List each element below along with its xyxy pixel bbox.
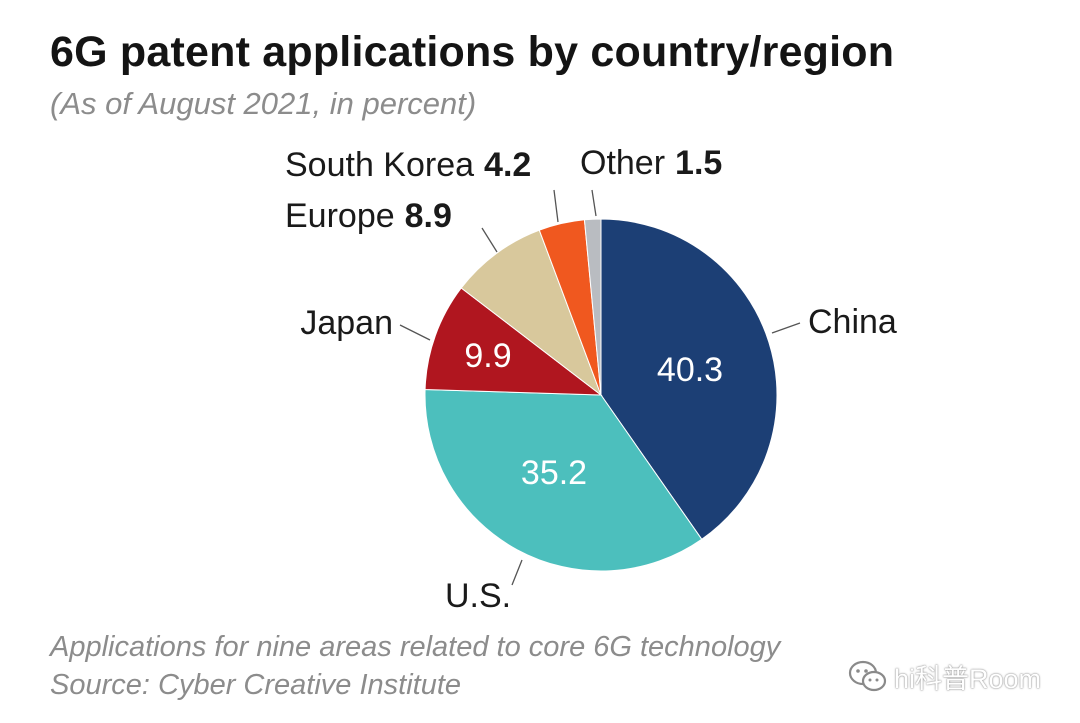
watermark-text: hi科普Room — [894, 664, 1042, 694]
leader-line-other — [591, 189, 597, 217]
chat-bubbles-icon — [848, 660, 887, 691]
leader-line-china — [771, 322, 801, 334]
pie-slices — [424, 218, 778, 572]
chart-footnote: Applications for nine areas related to c… — [50, 628, 780, 704]
category-label-south-korea: South Korea 4.2 — [285, 146, 531, 184]
value-label-other: 1.5 — [675, 144, 722, 182]
category-label-china: China — [808, 303, 897, 341]
slice-labels: China 40.3 U.S. 35.2 Japan 9.9 Europe 8.9 South … — [285, 144, 897, 615]
pie-slice-u-s — [424, 388, 703, 572]
leader-line-u-s — [511, 559, 523, 586]
value-label-europe: 8.9 — [405, 197, 452, 235]
pie-slice-japan — [424, 287, 603, 396]
pie-slice-europe — [460, 229, 603, 397]
value-label-japan: 9.9 — [464, 337, 511, 375]
footnote-note: Applications for nine areas related to c… — [50, 631, 781, 663]
pie-slice-china — [600, 218, 778, 541]
footnote-source: Source: Cyber Creative Institute — [50, 669, 462, 701]
leader-line-south-korea — [553, 189, 559, 223]
category-label-other: Other 1.5 — [580, 144, 722, 182]
value-label-south-korea: 4.2 — [484, 146, 531, 184]
chart-subtitle: (As of August 2021, in percent) — [50, 86, 477, 121]
leader-lines — [399, 189, 801, 586]
category-label-japan: Japan — [300, 304, 393, 342]
chart-title: 6G patent applications by country/region — [50, 28, 895, 76]
leader-line-europe — [481, 227, 498, 253]
leader-line-japan — [399, 324, 431, 341]
watermark: hi科普Room — [848, 657, 1041, 696]
category-label-europe: Europe 8.9 — [285, 197, 452, 235]
category-label-u-s: U.S. — [445, 577, 511, 615]
pie-slice-other — [583, 218, 602, 396]
value-label-u-s: 35.2 — [521, 454, 587, 492]
value-label-china: 40.3 — [657, 351, 723, 389]
